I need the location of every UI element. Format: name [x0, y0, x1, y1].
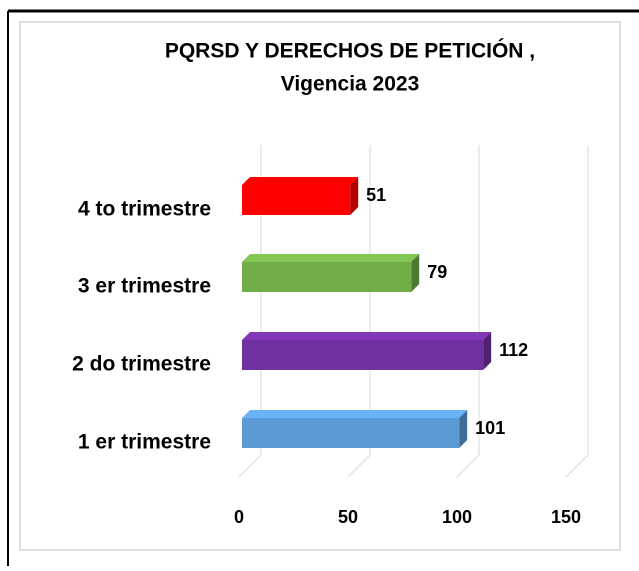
bar-top: [242, 332, 492, 340]
chart-title: Vigencia 2023: [281, 73, 420, 96]
x-tick-label: 150: [551, 507, 581, 527]
bar: [242, 262, 412, 292]
bar-top: [242, 254, 420, 262]
y-tick-label: 1 er trimestre: [78, 431, 211, 454]
bar: [242, 185, 351, 215]
bar-side: [411, 254, 420, 292]
chart-title: PQRSD Y DERECHOS DE PETICIÓN ,: [165, 39, 535, 63]
bar-side: [459, 410, 468, 448]
x-tick-label: 50: [338, 507, 358, 527]
y-tick-label: 3 er trimestre: [78, 275, 211, 298]
bar-top: [242, 410, 468, 418]
bar: [242, 418, 460, 448]
value-label: 79: [427, 262, 447, 282]
x-tick-label: 0: [234, 507, 244, 527]
y-tick-label: 4 to trimestre: [78, 198, 211, 221]
y-tick-label: 2 do trimestre: [72, 353, 211, 376]
x-tick-label: 100: [442, 507, 472, 527]
floor-line: [347, 454, 371, 478]
bar-top: [242, 177, 359, 185]
value-label: 101: [475, 418, 505, 438]
value-label: 112: [499, 340, 528, 360]
floor-line: [456, 454, 480, 478]
bar: [242, 340, 484, 370]
floor-line: [238, 454, 262, 478]
bar-side: [483, 332, 492, 370]
floor-line: [565, 454, 589, 478]
bar-side: [350, 177, 359, 215]
value-label: 51: [366, 185, 386, 205]
